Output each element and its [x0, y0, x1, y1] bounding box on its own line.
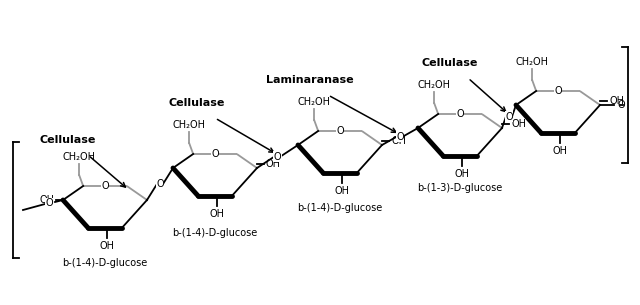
Text: Laminaranase: Laminaranase — [266, 75, 354, 85]
Text: b-(1-4)-D-glucose: b-(1-4)-D-glucose — [298, 203, 383, 213]
Text: OH: OH — [552, 146, 567, 156]
Text: Cellulase: Cellulase — [422, 58, 478, 68]
Text: O: O — [617, 100, 625, 110]
Text: OH: OH — [609, 96, 624, 106]
Text: O: O — [554, 86, 562, 96]
Text: O: O — [396, 131, 404, 142]
Text: Cellulase: Cellulase — [169, 98, 225, 108]
Text: O: O — [156, 179, 164, 189]
Text: OH: OH — [266, 159, 281, 169]
Text: CH₂OH: CH₂OH — [298, 97, 331, 107]
Text: CH₂OH: CH₂OH — [418, 80, 451, 90]
Text: OH: OH — [334, 186, 349, 196]
Text: O: O — [336, 126, 344, 136]
Text: b-(1-3)-D-glucose: b-(1-3)-D-glucose — [417, 183, 502, 193]
Text: b-(1-4)-D-glucose: b-(1-4)-D-glucose — [172, 228, 258, 238]
Text: CH₂OH: CH₂OH — [173, 120, 205, 130]
Text: OH: OH — [454, 169, 469, 179]
Text: OH: OH — [209, 209, 224, 219]
Text: O: O — [211, 149, 219, 159]
Text: O: O — [45, 198, 53, 208]
Text: b-(1-4)-D-glucose: b-(1-4)-D-glucose — [62, 258, 148, 268]
Text: CH₂OH: CH₂OH — [63, 152, 95, 162]
Text: OH: OH — [99, 241, 114, 251]
Text: Cellulase: Cellulase — [40, 135, 96, 145]
Text: OH: OH — [39, 195, 54, 205]
Text: O: O — [505, 112, 513, 121]
Text: CH₂OH: CH₂OH — [516, 57, 548, 67]
Text: OH: OH — [511, 119, 526, 129]
Text: O: O — [274, 152, 282, 162]
Text: O: O — [456, 109, 464, 119]
Text: OH: OH — [391, 136, 406, 146]
Text: O: O — [101, 181, 109, 191]
